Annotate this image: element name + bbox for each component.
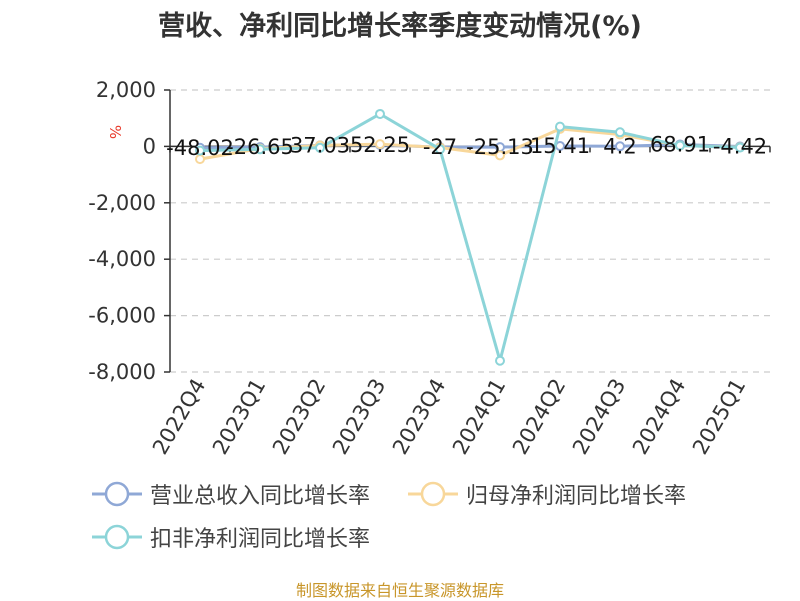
x-tick-label: 2024Q3 [568,375,630,459]
series-2-point [435,144,445,155]
x-tick-label: 2023Q4 [388,375,450,459]
data-label: 15.41 [530,134,590,158]
legend-revenue-label: 营业总收入同比增长率 [150,484,371,509]
y-tick-label: -8,000 [88,360,156,384]
data-label: -27 [423,135,457,159]
data-label: -25.13 [466,135,534,159]
series-2-point [675,140,685,151]
data-label: 68.91 [650,132,710,156]
x-tick-label: 2024Q1 [448,375,510,459]
x-tick-label: 2022Q4 [148,375,210,459]
series-2-point [735,142,745,153]
series-2-point [615,127,625,138]
x-tick-label: 2023Q2 [268,375,330,459]
y-tick-label: -4,000 [88,247,156,271]
y-axis-label: % [106,125,124,139]
x-tick-label: 2024Q4 [628,375,690,459]
series-2-point [555,121,565,132]
series-2-point [195,145,205,156]
data-label: -4.42 [713,135,767,159]
series-1-point [495,150,505,161]
legend-revenue-icon [92,481,142,507]
data-label: 37.03 [290,133,350,157]
x-tick-label: 2023Q3 [328,375,390,459]
series-1-point [375,139,385,150]
legend-net-profit-icon [408,481,458,507]
x-tick-label: 2025Q1 [688,375,750,459]
data-label: -26.65 [226,135,294,159]
chart-title: 营收、净利同比增长率季度变动情况(%) [158,11,642,42]
series-2-point [315,142,325,153]
y-tick-label: -6,000 [88,304,156,328]
legend-deducted-profit-icon [92,524,142,550]
y-tick-label: 2,000 [96,78,156,102]
x-tick-label: 2023Q1 [208,375,270,459]
legend-item-net-profit[interactable]: 归母净利润同比增长率 [408,478,686,510]
series-2-point [255,144,265,155]
x-tick-label: 2024Q2 [508,375,570,459]
data-label: -48.02 [166,136,234,160]
legend-net-profit-label: 归母净利润同比增长率 [466,484,687,509]
data-label: 4.2 [603,134,636,158]
series-line-2 [199,112,741,363]
data-label: 52.25 [350,133,410,157]
y-tick-label: -2,000 [88,191,156,215]
legend-item-revenue[interactable]: 营业总收入同比增长率 [92,478,370,510]
series-2-point [495,355,505,366]
y-tick-label: 0 [143,134,156,158]
legend-item-deducted-profit[interactable]: 扣非净利润同比增长率 [92,521,370,553]
series-2-point [375,108,385,119]
source-note: 制图数据来自恒生聚源数据库 [295,581,504,600]
legend-deducted-profit-label: 扣非净利润同比增长率 [150,527,371,552]
series-layer [195,108,745,366]
series-0-point [615,141,625,152]
